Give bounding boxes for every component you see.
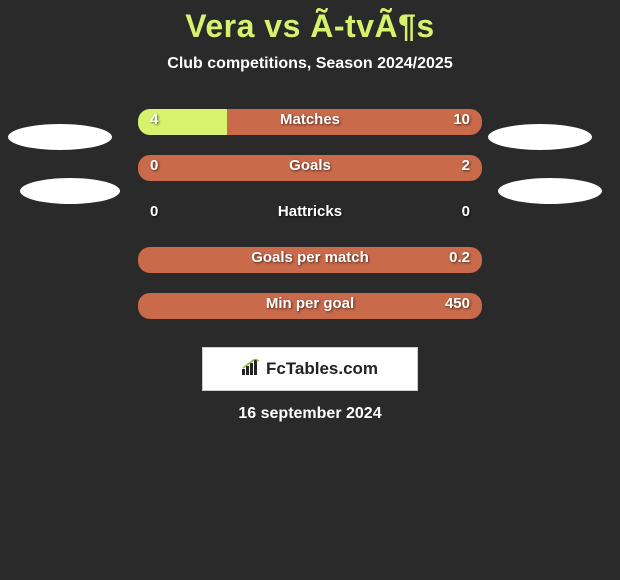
stat-value-left: 0 bbox=[150, 203, 158, 220]
stat-value-right: 10 bbox=[453, 111, 470, 128]
placeholder-ellipse bbox=[8, 124, 112, 150]
stat-value-right: 0 bbox=[462, 203, 470, 220]
source-logo[interactable]: FcTables.com bbox=[202, 347, 418, 391]
placeholder-ellipse bbox=[488, 124, 592, 150]
stat-row: Min per goal450 bbox=[0, 293, 620, 339]
date-text: 16 september 2024 bbox=[0, 405, 620, 423]
stat-row: Hattricks0 0 bbox=[0, 201, 620, 247]
logo-text: FcTables.com bbox=[242, 359, 378, 380]
stat-value-right: 0.2 bbox=[449, 249, 470, 266]
stat-bar: Goals02 bbox=[138, 155, 482, 181]
placeholder-ellipse bbox=[498, 178, 602, 204]
stat-value-right: 2 bbox=[462, 157, 470, 174]
stat-bar: Min per goal450 bbox=[138, 293, 482, 319]
page-title: Vera vs Ã-tvÃ¶s bbox=[0, 8, 620, 45]
stat-row: Goals per match0.2 bbox=[0, 247, 620, 293]
subtitle: Club competitions, Season 2024/2025 bbox=[0, 55, 620, 73]
placeholder-ellipse bbox=[20, 178, 120, 204]
bar-right bbox=[227, 109, 482, 135]
logo-label: FcTables.com bbox=[266, 359, 378, 379]
bar-right bbox=[138, 293, 482, 319]
stat-bar: Hattricks0 0 bbox=[138, 201, 482, 227]
stat-label: Hattricks bbox=[138, 203, 482, 220]
stat-value-left: 0 bbox=[150, 157, 158, 174]
stat-bar: Matches410 bbox=[138, 109, 482, 135]
bar-right bbox=[138, 155, 482, 181]
stat-value-right: 450 bbox=[445, 295, 470, 312]
stat-value-left: 4 bbox=[150, 111, 158, 128]
stat-bar: Goals per match0.2 bbox=[138, 247, 482, 273]
bar-right bbox=[138, 247, 482, 273]
chart-icon bbox=[242, 359, 262, 380]
comparison-card: Vera vs Ã-tvÃ¶s Club competitions, Seaso… bbox=[0, 0, 620, 423]
